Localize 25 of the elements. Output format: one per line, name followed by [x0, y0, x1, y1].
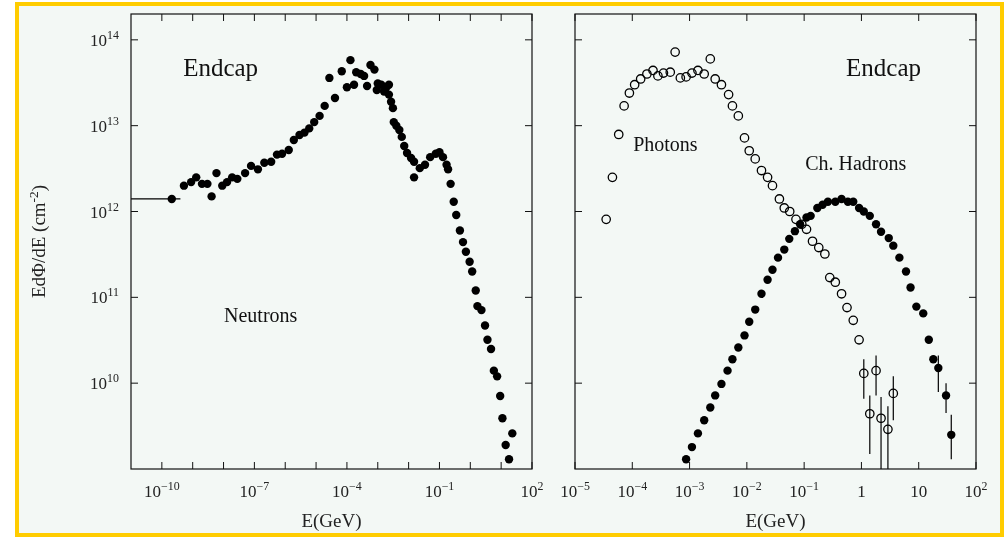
text: Neutrons [224, 304, 298, 327]
text: Endcap [183, 53, 259, 81]
x-tick-label: 10$^{−4}$ [332, 479, 362, 501]
x-axis-title: E(GeV) [301, 510, 362, 532]
x-tick-label: 10$^{−3}$ [674, 479, 705, 501]
series-label: Photons [633, 132, 698, 155]
y-tick-label: 10$^{14}$ [90, 27, 120, 50]
x-tick-label: 10$^{2}$ [964, 479, 988, 501]
x-tick-label: 1 [857, 482, 866, 501]
x-tick-label: 10$^{−1}$ [424, 479, 455, 501]
x-tick-label: 10$^{−10}$ [144, 479, 180, 501]
x-tick-label: 10$^{−7}$ [239, 479, 270, 501]
x-axis-title: E(GeV) [745, 510, 806, 532]
y-tick-label: 10$^{10}$ [90, 371, 120, 394]
text: Endcap [846, 53, 922, 81]
y-tick-label: 10$^{12}$ [90, 199, 120, 222]
y-tick-label: 10$^{11}$ [90, 285, 120, 308]
x-tick-label: 10$^{2}$ [520, 479, 544, 501]
x-tick-label: 10$^{−1}$ [789, 479, 820, 501]
x-tick-label: 10$^{−5}$ [560, 479, 590, 501]
x-tick-label: 10 [910, 482, 928, 501]
y-tick-label: 10$^{13}$ [90, 113, 120, 136]
x-tick-label: 10$^{−4}$ [617, 479, 648, 501]
x-tick-label: 10$^{−2}$ [732, 479, 762, 501]
series-label: Ch. Hadrons [805, 152, 907, 175]
